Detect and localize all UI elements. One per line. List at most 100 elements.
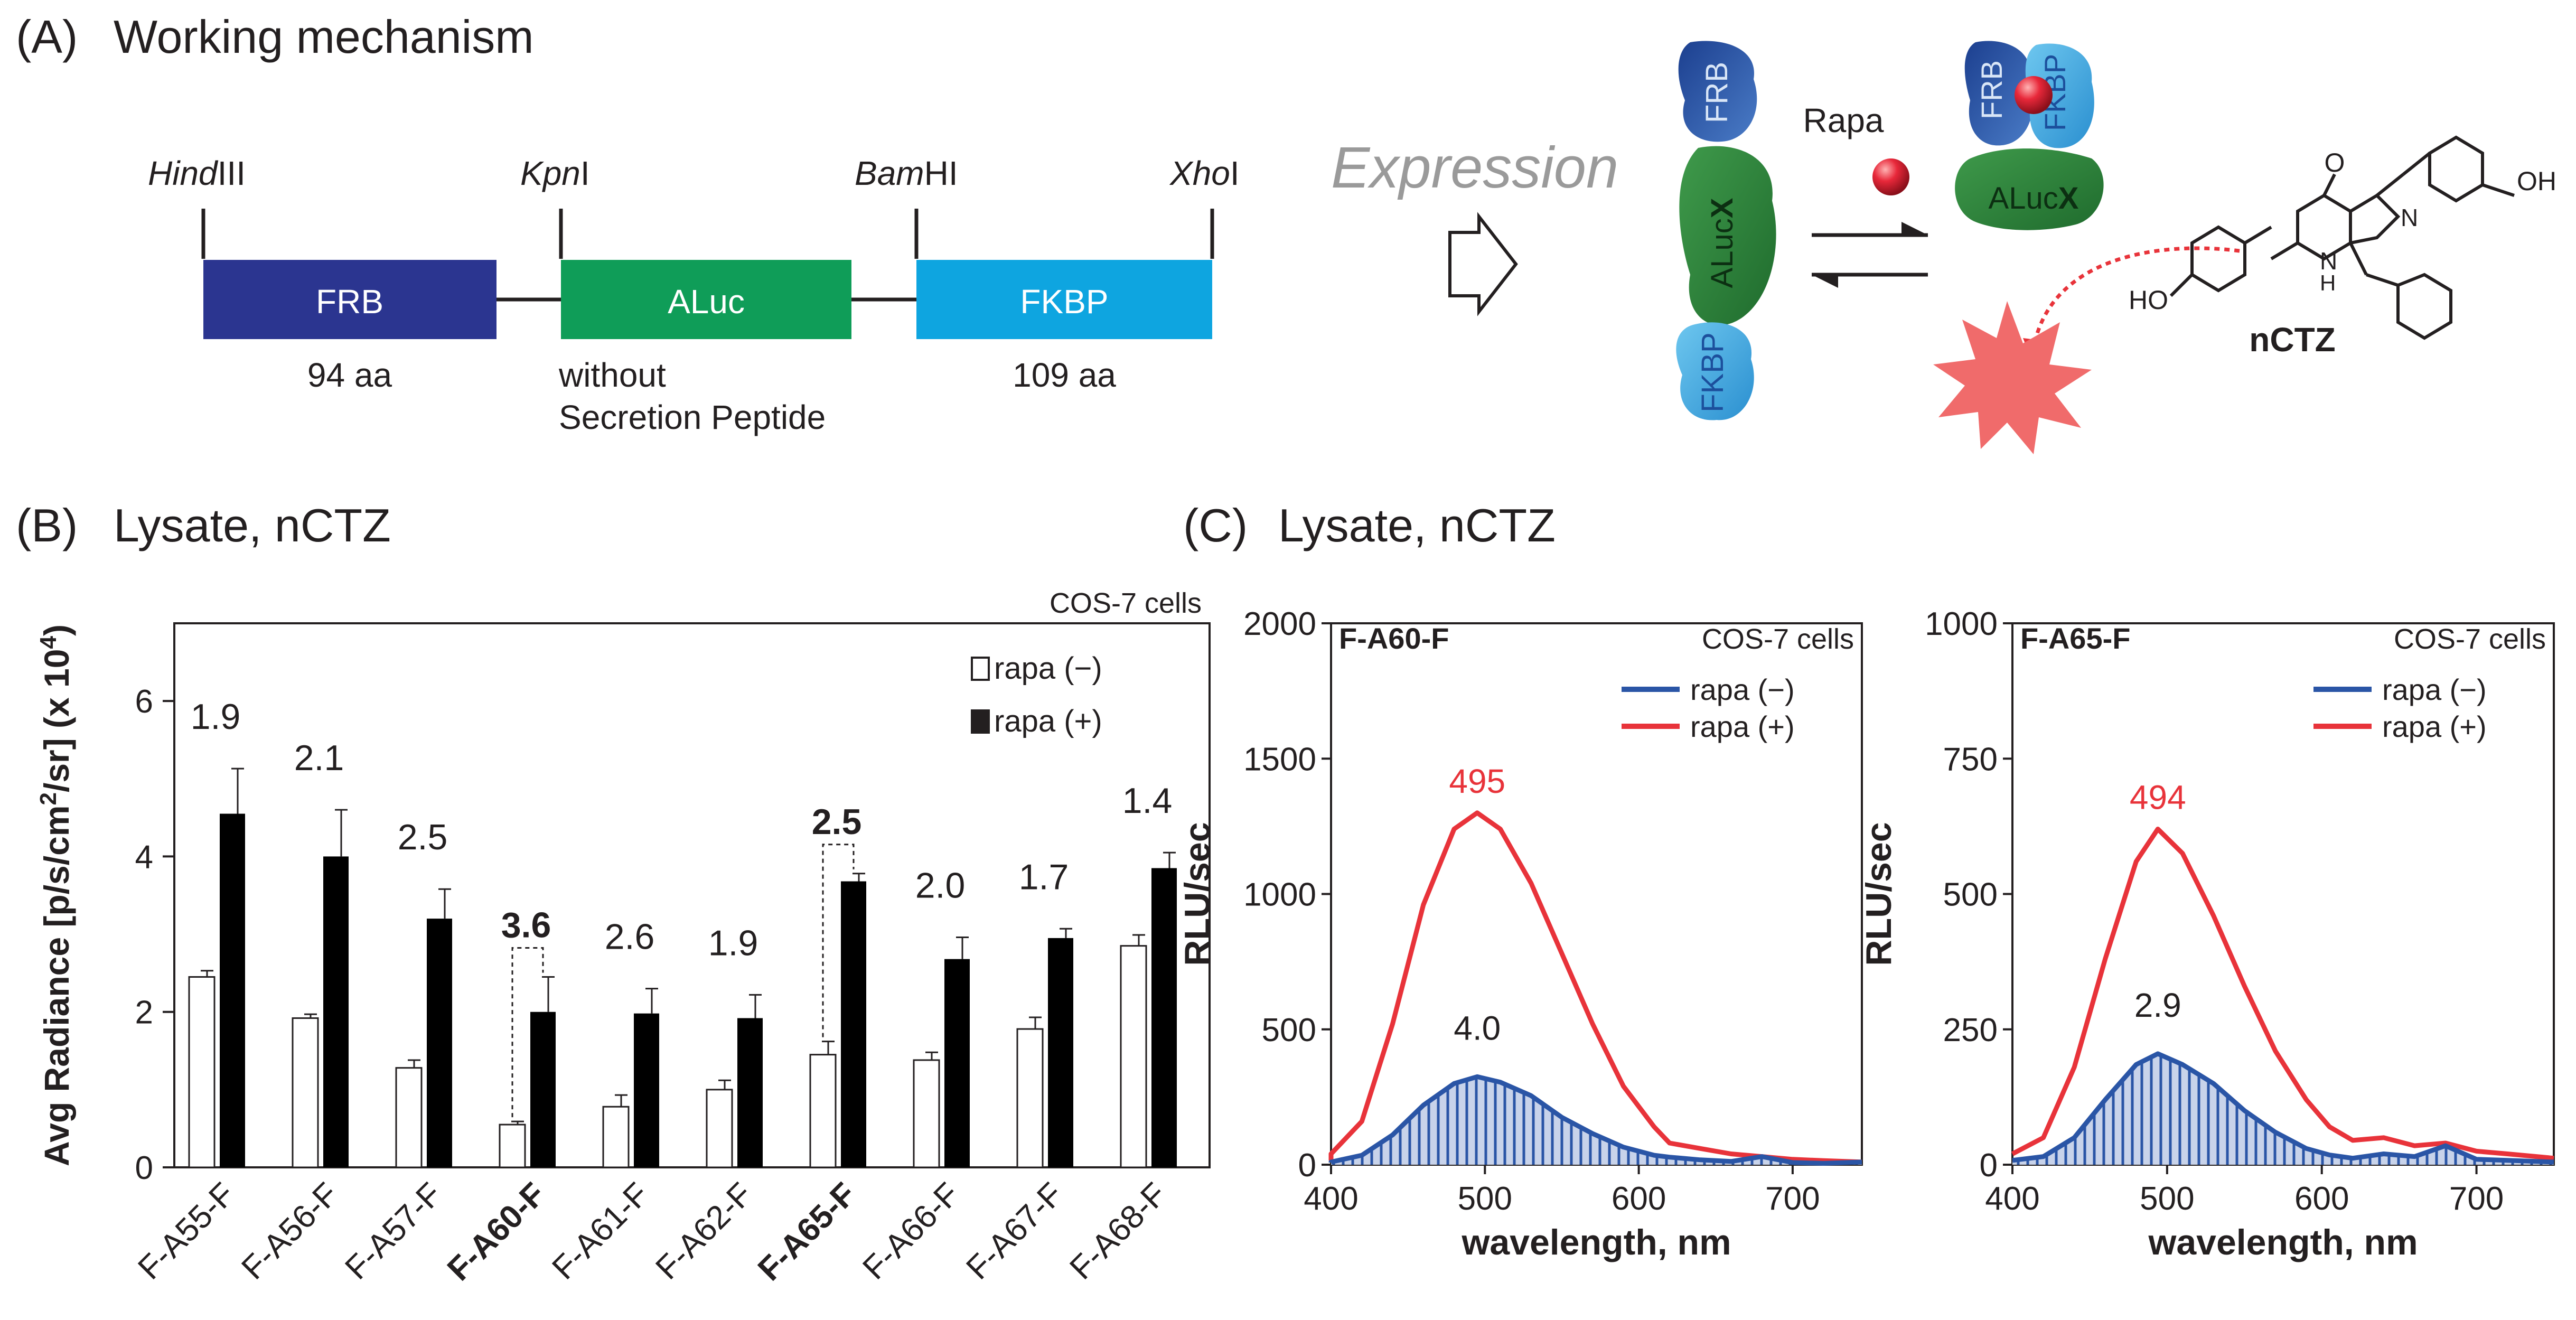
spectrum-y-tick-label: 500	[1262, 1012, 1316, 1048]
bar-minus	[913, 1059, 940, 1168]
spectrum-y-tick-label: 750	[1943, 741, 1998, 778]
bar-ratio-label: 2.1	[294, 738, 344, 778]
probe-frb-label: FRB	[1700, 62, 1734, 123]
bar-minus	[1120, 945, 1147, 1168]
probe-aluc-label: ALucX	[1705, 198, 1739, 288]
bar-minus	[292, 1017, 319, 1168]
nctz-label: nCTZ	[2249, 321, 2336, 359]
spectrum-ratio-label: 4.0	[1454, 1009, 1501, 1047]
bar-category-label: F-A68-F	[1063, 1176, 1174, 1287]
equilibrium-arrows-icon	[1812, 222, 1928, 288]
expression-label: Expression	[1331, 135, 1618, 200]
bar-ratio-label: 3.6	[501, 905, 551, 945]
bar-category-label: F-A61-F	[545, 1176, 656, 1287]
spectrum-x-tick-label: 400	[1304, 1181, 1358, 1217]
bar-minus	[499, 1124, 526, 1168]
legend-minus-swatch	[971, 657, 990, 681]
bar-category-label: F-A67-F	[959, 1176, 1070, 1287]
legend-minus-label: rapa (−)	[994, 651, 1102, 686]
spectrum-x-tick-label: 400	[1985, 1181, 2039, 1217]
spectrum-title: F-A60-F	[1339, 622, 1449, 655]
spectrum-x-tick-label: 700	[1765, 1181, 1820, 1217]
spectrum-minus-line	[2012, 1051, 2554, 1165]
probe-frb-shape	[1678, 41, 1757, 142]
site-hindiii: HindIII	[148, 154, 246, 192]
bound-fkbp-shape	[2025, 43, 2094, 148]
bar-y-tick-label: 2	[135, 995, 153, 1031]
spectrum-legend-minus-label: rapa (−)	[1690, 673, 1795, 706]
bar-legend: rapa (−) rapa (+)	[971, 651, 1102, 738]
spectrum-x-tick-label: 700	[2449, 1181, 2504, 1217]
spectrum-cell-line: COS-7 cells	[2394, 623, 2546, 655]
spectrum-y-tick-label: 2000	[1243, 606, 1316, 642]
bar-plus	[841, 881, 866, 1167]
bar-ratio-label: 1.9	[708, 923, 758, 963]
bar-plus	[220, 813, 245, 1167]
bar-ratio-label: 2.5	[398, 817, 448, 857]
spectrum-x-tick-label: 500	[2140, 1181, 2194, 1217]
bound-frb-shape	[1964, 41, 2034, 146]
spectrum-y-tick-label: 1000	[1243, 877, 1316, 913]
segment-fkbp-note: 109 aa	[1013, 356, 1116, 394]
spectrum-legend-minus-label: rapa (−)	[2382, 673, 2487, 706]
bar-marks: 1.9 F-A55-F 2.1 F-A56-F 2.5 F-A57-F 3.6 F-A60-F…	[131, 697, 1177, 1288]
site-bamhi: BamHI	[855, 154, 958, 192]
bar-plus	[737, 1018, 763, 1167]
spectrum-chart-a60: F-A60-F COS-7 cells 0 500 1000 1500 2000 400 500…	[1177, 606, 1863, 1262]
site-kpni: KpnI	[520, 154, 590, 192]
segment-aluc-note-2: Secretion Peptide	[559, 398, 826, 436]
bound-aluc-label: ALucX	[1989, 181, 2079, 216]
bound-aluc-shape	[1955, 148, 2104, 230]
bar-category-label: F-A57-F	[338, 1176, 449, 1287]
spectrum-y-tick-label: 500	[1943, 877, 1998, 913]
segment-aluc	[561, 260, 851, 339]
spectrum-ratio-label: 2.9	[2134, 986, 2181, 1024]
panel-c-label: (C)	[1183, 499, 1248, 551]
spectrum-y-label: RLU/sec	[1859, 822, 1899, 966]
bar-ratio-label: 1.7	[1019, 857, 1069, 897]
segment-fkbp	[916, 260, 1212, 339]
bar-minus	[809, 1054, 837, 1168]
spectrum-cell-line: COS-7 cells	[1702, 623, 1854, 655]
bar-minus	[706, 1089, 733, 1168]
nctz-oxygen: O	[2325, 148, 2345, 177]
legend-plus-label: rapa (+)	[994, 704, 1102, 738]
rapa-label: Rapa	[1803, 101, 1884, 139]
light-burst-icon	[1933, 301, 2092, 454]
bar-minus	[602, 1106, 630, 1168]
spectrum-peak-label: 494	[2130, 779, 2186, 817]
nctz-structure-icon	[2169, 135, 2515, 340]
bar-plus	[427, 919, 452, 1167]
bar-ratio-label: 1.9	[191, 697, 241, 737]
ratio-bracket	[511, 947, 544, 1118]
nctz-nh-h: H	[2320, 270, 2336, 295]
bar-plus	[530, 1012, 556, 1167]
spectrum-y-label: RLU/sec	[1177, 822, 1217, 966]
spectrum-peak-label: 495	[1449, 762, 1505, 800]
spectrum-y-tick-label: 0	[1298, 1147, 1316, 1184]
panel-b: (B) Lysate, nCTZ COS-7 cells Avg Radianc…	[16, 499, 1211, 1288]
probe-aluc-shape	[1679, 146, 1776, 325]
segment-frb	[203, 260, 497, 339]
bound-frb-label: FRB	[1975, 60, 2008, 119]
bar-plus	[944, 959, 970, 1167]
spectrum-y-tick-label: 1500	[1243, 741, 1316, 778]
rapa-ball-icon	[1872, 158, 1909, 195]
spectrum-x-label: wavelength, nm	[1461, 1222, 1731, 1262]
bar-ratio-label: 2.5	[812, 802, 862, 842]
bar-y-tick-label: 4	[135, 839, 153, 875]
panel-a-title: Working mechanism	[114, 11, 534, 63]
legend-plus-swatch	[971, 709, 990, 734]
panel-b-label: (B)	[16, 499, 78, 551]
bar-cell-line: COS-7 cells	[1050, 587, 1202, 619]
spectrum-plus-line	[1328, 810, 1862, 1165]
segment-frb-note: 94 aa	[307, 356, 392, 394]
segment-aluc-label: ALuc	[668, 283, 745, 321]
bar-y-tick-label: 6	[135, 684, 153, 720]
bar-y-axis-label: Avg Radiance [p/s/cm2/sr] (x 104)	[35, 624, 76, 1166]
spectrum-x-tick-label: 600	[1612, 1181, 1666, 1217]
spectrum-minus-area	[2012, 1053, 2554, 1165]
bar-plot-frame	[173, 622, 1211, 1168]
